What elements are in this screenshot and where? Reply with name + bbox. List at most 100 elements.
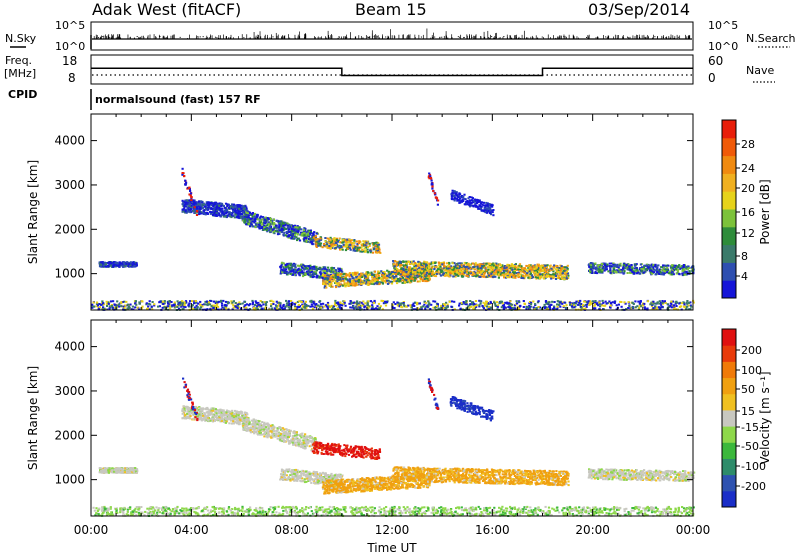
heatmap-cell (594, 270, 597, 273)
heatmap-cell (473, 198, 476, 201)
heatmap-cell (533, 266, 536, 269)
heatmap-cell (374, 250, 377, 253)
heatmap-cell (242, 208, 245, 211)
heatmap-cell (550, 267, 553, 270)
heatmap-cell (245, 207, 248, 210)
heatmap-cell (192, 210, 195, 212)
heatmap-cell (547, 268, 550, 271)
heatmap-cell (204, 206, 208, 209)
heatmap-cell (678, 273, 681, 275)
heatmap-cell (429, 271, 432, 274)
heatmap-cell (682, 301, 685, 304)
heatmap-cell (592, 267, 595, 270)
heatmap-cell (276, 230, 279, 233)
heatmap-cell (380, 277, 383, 280)
heatmap-cell (420, 307, 423, 310)
heatmap-cell (352, 241, 355, 244)
heatmap-cell (282, 305, 285, 307)
heatmap-cell (457, 270, 460, 273)
heatmap-cell (315, 269, 318, 272)
heatmap-cell (304, 234, 308, 237)
heatmap-cell (259, 300, 262, 302)
heatmap-cell (321, 274, 325, 276)
heatmap-cell (539, 267, 542, 270)
heatmap-cell (222, 205, 225, 207)
heatmap-cell (554, 268, 557, 271)
heatmap-cell (313, 270, 316, 273)
heatmap-cell (293, 263, 296, 266)
heatmap-cell (301, 265, 304, 268)
heatmap-cell (590, 266, 593, 269)
heatmap-cell (494, 275, 497, 278)
heatmap-cell (495, 262, 498, 265)
heatmap-cell (258, 224, 261, 227)
heatmap-cell (490, 267, 493, 269)
heatmap-cell (307, 232, 310, 235)
heatmap-cell (289, 262, 293, 265)
heatmap-cell (623, 262, 626, 265)
heatmap-cell (261, 226, 264, 229)
heatmap-cell (477, 207, 480, 210)
heatmap-cell (453, 262, 456, 265)
heatmap-cell (459, 197, 462, 200)
heatmap-cell (385, 276, 388, 278)
heatmap-cell (478, 200, 481, 203)
heatmap-cell (280, 261, 284, 264)
heatmap-cell (672, 271, 675, 274)
heatmap-cell (221, 304, 224, 307)
heatmap-cell (360, 250, 363, 253)
heatmap-cell (565, 273, 568, 276)
heatmap-cell (242, 205, 245, 208)
heatmap-cell (633, 271, 636, 274)
heatmap-cell (640, 269, 643, 272)
heatmap-cell (333, 247, 336, 250)
heatmap-cell (533, 268, 536, 271)
heatmap-cell (528, 302, 531, 305)
heatmap-cell (559, 270, 563, 273)
heatmap-cell (497, 271, 500, 274)
heatmap-cell (254, 226, 257, 228)
heatmap-cell (330, 268, 333, 271)
heatmap-cell (286, 223, 289, 226)
heatmap-cell (620, 269, 623, 271)
heatmap-cell (393, 269, 397, 272)
heatmap-cell (315, 232, 318, 235)
heatmap-cell (267, 223, 270, 226)
heatmap-cell (314, 236, 317, 239)
heatmap-cell (631, 267, 634, 269)
heatmap-cell (497, 274, 500, 277)
heatmap-cell (381, 308, 384, 311)
heatmap-cell (339, 280, 342, 283)
heatmap-cell (679, 268, 682, 270)
heatmap-cell (373, 280, 376, 283)
heatmap-cell (289, 234, 292, 237)
heatmap-cell (506, 264, 509, 267)
heatmap-cell (557, 277, 561, 279)
heatmap-cell (210, 211, 213, 214)
heatmap-cell (353, 248, 356, 251)
heatmap-cell (413, 265, 416, 268)
heatmap-cell (409, 278, 412, 281)
heatmap-cell (463, 271, 466, 274)
heatmap-cell (294, 224, 297, 227)
heatmap-cell (347, 285, 350, 287)
heatmap-cell (217, 214, 220, 217)
heatmap-cell (285, 264, 288, 267)
heatmap-cell (605, 265, 608, 268)
heatmap-cell (359, 304, 362, 307)
heatmap-cell (587, 264, 590, 266)
heatmap-cell (410, 275, 413, 278)
heatmap-cell (413, 261, 416, 264)
heatmap-cell (483, 271, 487, 274)
heatmap-cell (654, 265, 657, 268)
heatmap-cell (278, 222, 281, 225)
heatmap-cell (674, 302, 677, 305)
heatmap-cell (291, 265, 294, 268)
heatmap-cell (302, 230, 305, 233)
heatmap-cell (464, 266, 467, 268)
heatmap-cell (474, 202, 477, 205)
heatmap-cell (350, 243, 353, 246)
heatmap-cell (209, 207, 212, 210)
heatmap-cell (220, 204, 223, 207)
heatmap-cell (609, 271, 612, 274)
